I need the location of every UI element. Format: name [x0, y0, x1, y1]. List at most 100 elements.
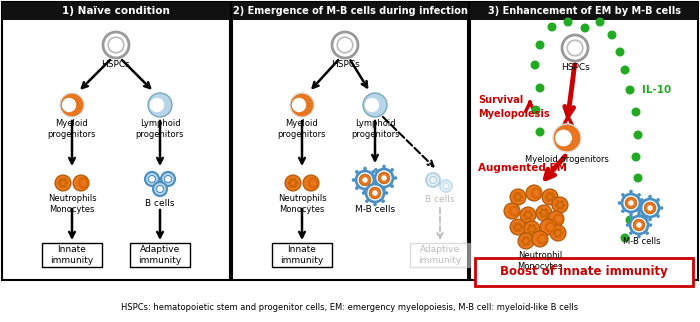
Circle shape	[540, 208, 544, 212]
Circle shape	[540, 214, 544, 218]
Circle shape	[550, 225, 566, 241]
Text: Myelopoiesis: Myelopoiesis	[478, 109, 550, 119]
Circle shape	[536, 128, 545, 137]
Circle shape	[545, 222, 556, 232]
Circle shape	[518, 228, 522, 232]
Circle shape	[528, 210, 531, 213]
Circle shape	[509, 205, 520, 217]
Circle shape	[640, 198, 644, 202]
Circle shape	[524, 216, 528, 220]
Circle shape	[553, 213, 564, 225]
Circle shape	[633, 219, 645, 231]
Circle shape	[532, 224, 536, 228]
Circle shape	[355, 170, 358, 174]
Circle shape	[545, 195, 548, 199]
Circle shape	[374, 178, 378, 182]
Text: IL-10: IL-10	[642, 85, 671, 95]
Circle shape	[634, 130, 643, 139]
Circle shape	[511, 208, 517, 214]
Circle shape	[531, 187, 542, 199]
Circle shape	[426, 173, 440, 187]
Circle shape	[528, 230, 532, 234]
FancyBboxPatch shape	[130, 243, 190, 267]
FancyBboxPatch shape	[272, 243, 332, 267]
Circle shape	[289, 185, 293, 188]
Circle shape	[547, 23, 556, 32]
Text: Neutrophil
Monocytes: Neutrophil Monocytes	[517, 251, 563, 271]
Circle shape	[293, 185, 297, 188]
Circle shape	[553, 124, 581, 152]
Circle shape	[521, 239, 524, 243]
Circle shape	[536, 41, 545, 50]
Circle shape	[659, 206, 664, 210]
Circle shape	[60, 178, 63, 182]
Circle shape	[580, 24, 589, 33]
Circle shape	[620, 65, 629, 74]
Text: M-B cells: M-B cells	[355, 205, 395, 214]
Circle shape	[514, 222, 518, 226]
Circle shape	[365, 199, 369, 203]
Circle shape	[520, 195, 524, 199]
Circle shape	[640, 201, 644, 205]
Circle shape	[547, 198, 550, 202]
Text: Myeloid
progenitors: Myeloid progenitors	[278, 119, 326, 139]
Circle shape	[382, 199, 385, 203]
Text: 3) Enhancement of EM by M-B cells: 3) Enhancement of EM by M-B cells	[487, 6, 680, 16]
Circle shape	[544, 214, 547, 218]
Circle shape	[562, 35, 588, 61]
FancyBboxPatch shape	[2, 2, 230, 20]
Circle shape	[382, 188, 386, 191]
Text: HSPCs: HSPCs	[102, 60, 130, 69]
Circle shape	[530, 213, 533, 217]
Circle shape	[558, 234, 561, 238]
Circle shape	[548, 211, 564, 227]
Circle shape	[526, 242, 530, 246]
Circle shape	[526, 185, 542, 201]
Circle shape	[532, 231, 548, 247]
Circle shape	[608, 31, 617, 40]
Circle shape	[528, 239, 531, 243]
Circle shape	[540, 219, 556, 235]
Circle shape	[60, 93, 84, 117]
Circle shape	[648, 218, 652, 221]
Circle shape	[520, 225, 524, 229]
Circle shape	[391, 168, 394, 172]
Circle shape	[382, 175, 386, 181]
Circle shape	[556, 200, 560, 204]
Circle shape	[164, 175, 172, 183]
Circle shape	[538, 211, 543, 215]
Circle shape	[533, 190, 540, 196]
Circle shape	[374, 168, 378, 172]
Circle shape	[514, 198, 518, 202]
FancyBboxPatch shape	[42, 243, 102, 267]
Circle shape	[536, 205, 552, 221]
Circle shape	[65, 181, 69, 185]
FancyBboxPatch shape	[410, 243, 470, 267]
Circle shape	[288, 181, 291, 185]
Text: B cells: B cells	[146, 199, 175, 208]
Circle shape	[150, 98, 164, 112]
Circle shape	[534, 227, 538, 231]
Circle shape	[645, 231, 649, 235]
Circle shape	[554, 203, 558, 207]
Text: 2) Emergence of M-B cells during infection: 2) Emergence of M-B cells during infecti…	[232, 6, 468, 16]
Circle shape	[648, 205, 652, 211]
Circle shape	[371, 176, 374, 180]
Circle shape	[332, 32, 358, 58]
Circle shape	[621, 209, 624, 213]
Circle shape	[555, 129, 572, 147]
Circle shape	[78, 177, 89, 189]
Circle shape	[562, 203, 566, 207]
Circle shape	[564, 17, 573, 26]
Circle shape	[512, 195, 516, 199]
Circle shape	[373, 203, 377, 206]
Circle shape	[514, 192, 518, 196]
Circle shape	[648, 195, 652, 198]
Circle shape	[373, 180, 377, 183]
Text: Lymphoid
progenitors: Lymphoid progenitors	[351, 119, 399, 139]
Circle shape	[620, 233, 629, 242]
Circle shape	[293, 178, 297, 182]
Circle shape	[363, 177, 368, 183]
Circle shape	[531, 61, 540, 70]
Circle shape	[285, 175, 301, 191]
